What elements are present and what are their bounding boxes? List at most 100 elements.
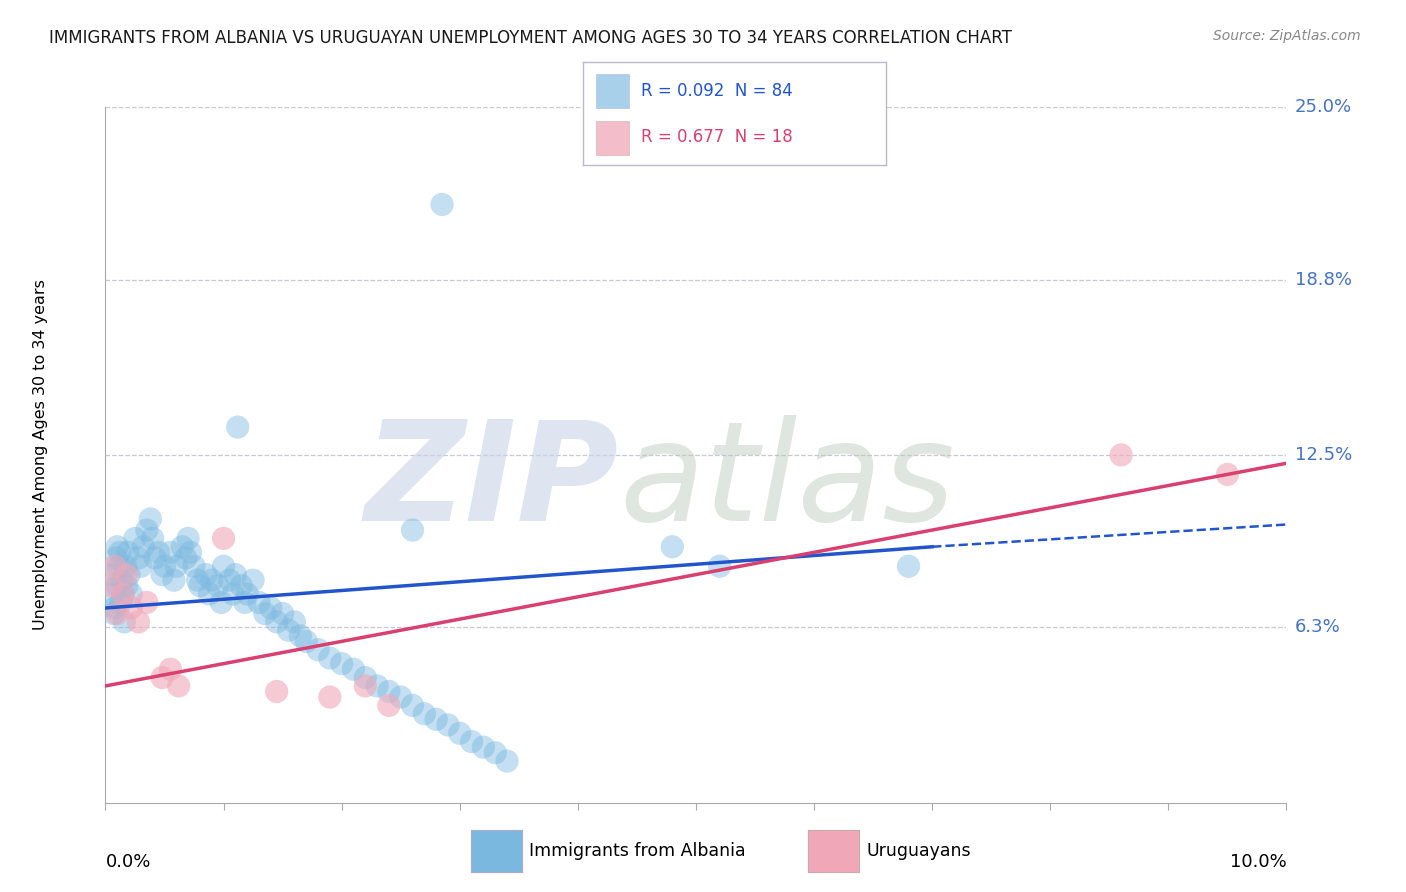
- Bar: [596, 121, 628, 155]
- Point: [226, 420, 249, 434]
- Point: [104, 559, 127, 574]
- Point: [222, 587, 245, 601]
- Point: [128, 550, 150, 565]
- Point: [143, 550, 166, 565]
- Text: 6.3%: 6.3%: [1295, 618, 1340, 637]
- Point: [295, 634, 318, 648]
- Text: R = 0.677  N = 18: R = 0.677 N = 18: [641, 128, 793, 145]
- Point: [100, 587, 122, 601]
- Point: [209, 595, 232, 609]
- Point: [266, 615, 288, 629]
- Point: [378, 698, 401, 713]
- Point: [105, 607, 128, 621]
- Point: [354, 679, 377, 693]
- Point: [307, 642, 329, 657]
- Text: 0.0%: 0.0%: [105, 853, 150, 871]
- Point: [100, 579, 122, 593]
- Point: [107, 559, 129, 574]
- Point: [198, 587, 221, 601]
- Point: [187, 573, 209, 587]
- Point: [104, 601, 127, 615]
- Point: [253, 607, 276, 621]
- Point: [425, 712, 447, 726]
- Text: Source: ZipAtlas.com: Source: ZipAtlas.com: [1213, 29, 1361, 43]
- Text: 18.8%: 18.8%: [1295, 270, 1351, 289]
- Text: 12.5%: 12.5%: [1295, 446, 1353, 464]
- Point: [179, 545, 201, 559]
- Point: [172, 540, 194, 554]
- Point: [108, 545, 131, 559]
- Point: [1216, 467, 1239, 482]
- Point: [120, 601, 142, 615]
- Point: [135, 523, 157, 537]
- Point: [496, 754, 519, 768]
- Text: 25.0%: 25.0%: [1295, 98, 1353, 116]
- Point: [112, 615, 135, 629]
- Text: atlas: atlas: [619, 416, 955, 550]
- Point: [460, 734, 482, 748]
- Point: [709, 559, 731, 574]
- Point: [897, 559, 920, 574]
- Point: [103, 607, 125, 621]
- Point: [207, 579, 229, 593]
- Text: IMMIGRANTS FROM ALBANIA VS URUGUAYAN UNEMPLOYMENT AMONG AGES 30 TO 34 YEARS CORR: IMMIGRANTS FROM ALBANIA VS URUGUAYAN UNE…: [49, 29, 1012, 46]
- Point: [472, 740, 495, 755]
- Point: [271, 607, 294, 621]
- Text: Immigrants from Albania: Immigrants from Albania: [529, 842, 745, 860]
- Point: [150, 671, 173, 685]
- Point: [188, 579, 211, 593]
- Point: [114, 559, 136, 574]
- Point: [437, 718, 460, 732]
- Point: [290, 629, 312, 643]
- Point: [283, 615, 305, 629]
- Point: [159, 545, 181, 559]
- Point: [115, 579, 138, 593]
- Point: [218, 573, 240, 587]
- Point: [1109, 448, 1132, 462]
- Point: [201, 573, 224, 587]
- Point: [233, 595, 256, 609]
- Point: [260, 601, 283, 615]
- Point: [111, 573, 134, 587]
- Point: [150, 567, 173, 582]
- Point: [153, 559, 176, 574]
- Point: [120, 587, 142, 601]
- Point: [118, 567, 141, 582]
- Text: Uruguayans: Uruguayans: [866, 842, 970, 860]
- Point: [159, 662, 181, 676]
- Point: [194, 567, 217, 582]
- Point: [212, 532, 235, 546]
- Point: [124, 532, 146, 546]
- Text: Unemployment Among Ages 30 to 34 years: Unemployment Among Ages 30 to 34 years: [32, 279, 48, 631]
- Point: [366, 679, 388, 693]
- Point: [430, 197, 453, 211]
- Point: [167, 679, 190, 693]
- Point: [110, 595, 132, 609]
- Point: [247, 595, 270, 609]
- Point: [354, 671, 377, 685]
- Point: [231, 579, 253, 593]
- Point: [661, 540, 683, 554]
- Point: [378, 684, 401, 698]
- Point: [224, 567, 246, 582]
- Point: [135, 595, 157, 609]
- Point: [148, 545, 170, 559]
- Point: [101, 567, 124, 582]
- Point: [112, 587, 135, 601]
- Point: [117, 545, 139, 559]
- Point: [142, 532, 165, 546]
- Point: [389, 690, 412, 704]
- Point: [319, 690, 342, 704]
- Point: [112, 587, 135, 601]
- Point: [174, 550, 197, 565]
- Point: [139, 512, 162, 526]
- Point: [165, 559, 187, 574]
- Point: [401, 698, 423, 713]
- Point: [319, 651, 342, 665]
- Point: [236, 587, 259, 601]
- Point: [105, 540, 128, 554]
- Point: [177, 532, 200, 546]
- Point: [401, 523, 423, 537]
- Point: [484, 746, 506, 760]
- Text: R = 0.092  N = 84: R = 0.092 N = 84: [641, 82, 793, 100]
